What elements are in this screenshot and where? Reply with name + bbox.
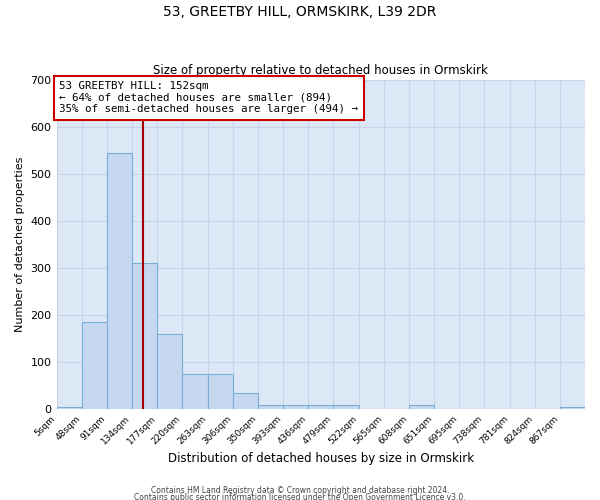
Bar <box>182 374 208 410</box>
Bar <box>258 405 283 409</box>
Bar <box>107 152 132 410</box>
Text: Contains HM Land Registry data © Crown copyright and database right 2024.: Contains HM Land Registry data © Crown c… <box>151 486 449 495</box>
Bar <box>308 405 334 409</box>
Text: 53, GREETBY HILL, ORMSKIRK, L39 2DR: 53, GREETBY HILL, ORMSKIRK, L39 2DR <box>163 5 437 19</box>
Bar <box>409 405 434 409</box>
Bar <box>82 322 107 410</box>
Bar <box>157 334 182 409</box>
Text: 53 GREETBY HILL: 152sqm
← 64% of detached houses are smaller (894)
35% of semi-d: 53 GREETBY HILL: 152sqm ← 64% of detache… <box>59 81 358 114</box>
Bar <box>208 374 233 410</box>
X-axis label: Distribution of detached houses by size in Ormskirk: Distribution of detached houses by size … <box>168 452 474 465</box>
Bar <box>56 407 82 410</box>
Title: Size of property relative to detached houses in Ormskirk: Size of property relative to detached ho… <box>154 64 488 77</box>
Bar <box>334 405 359 409</box>
Bar <box>560 407 585 410</box>
Y-axis label: Number of detached properties: Number of detached properties <box>15 157 25 332</box>
Bar <box>283 405 308 409</box>
Bar <box>132 264 157 410</box>
Bar <box>233 393 258 409</box>
Text: Contains public sector information licensed under the Open Government Licence v3: Contains public sector information licen… <box>134 494 466 500</box>
